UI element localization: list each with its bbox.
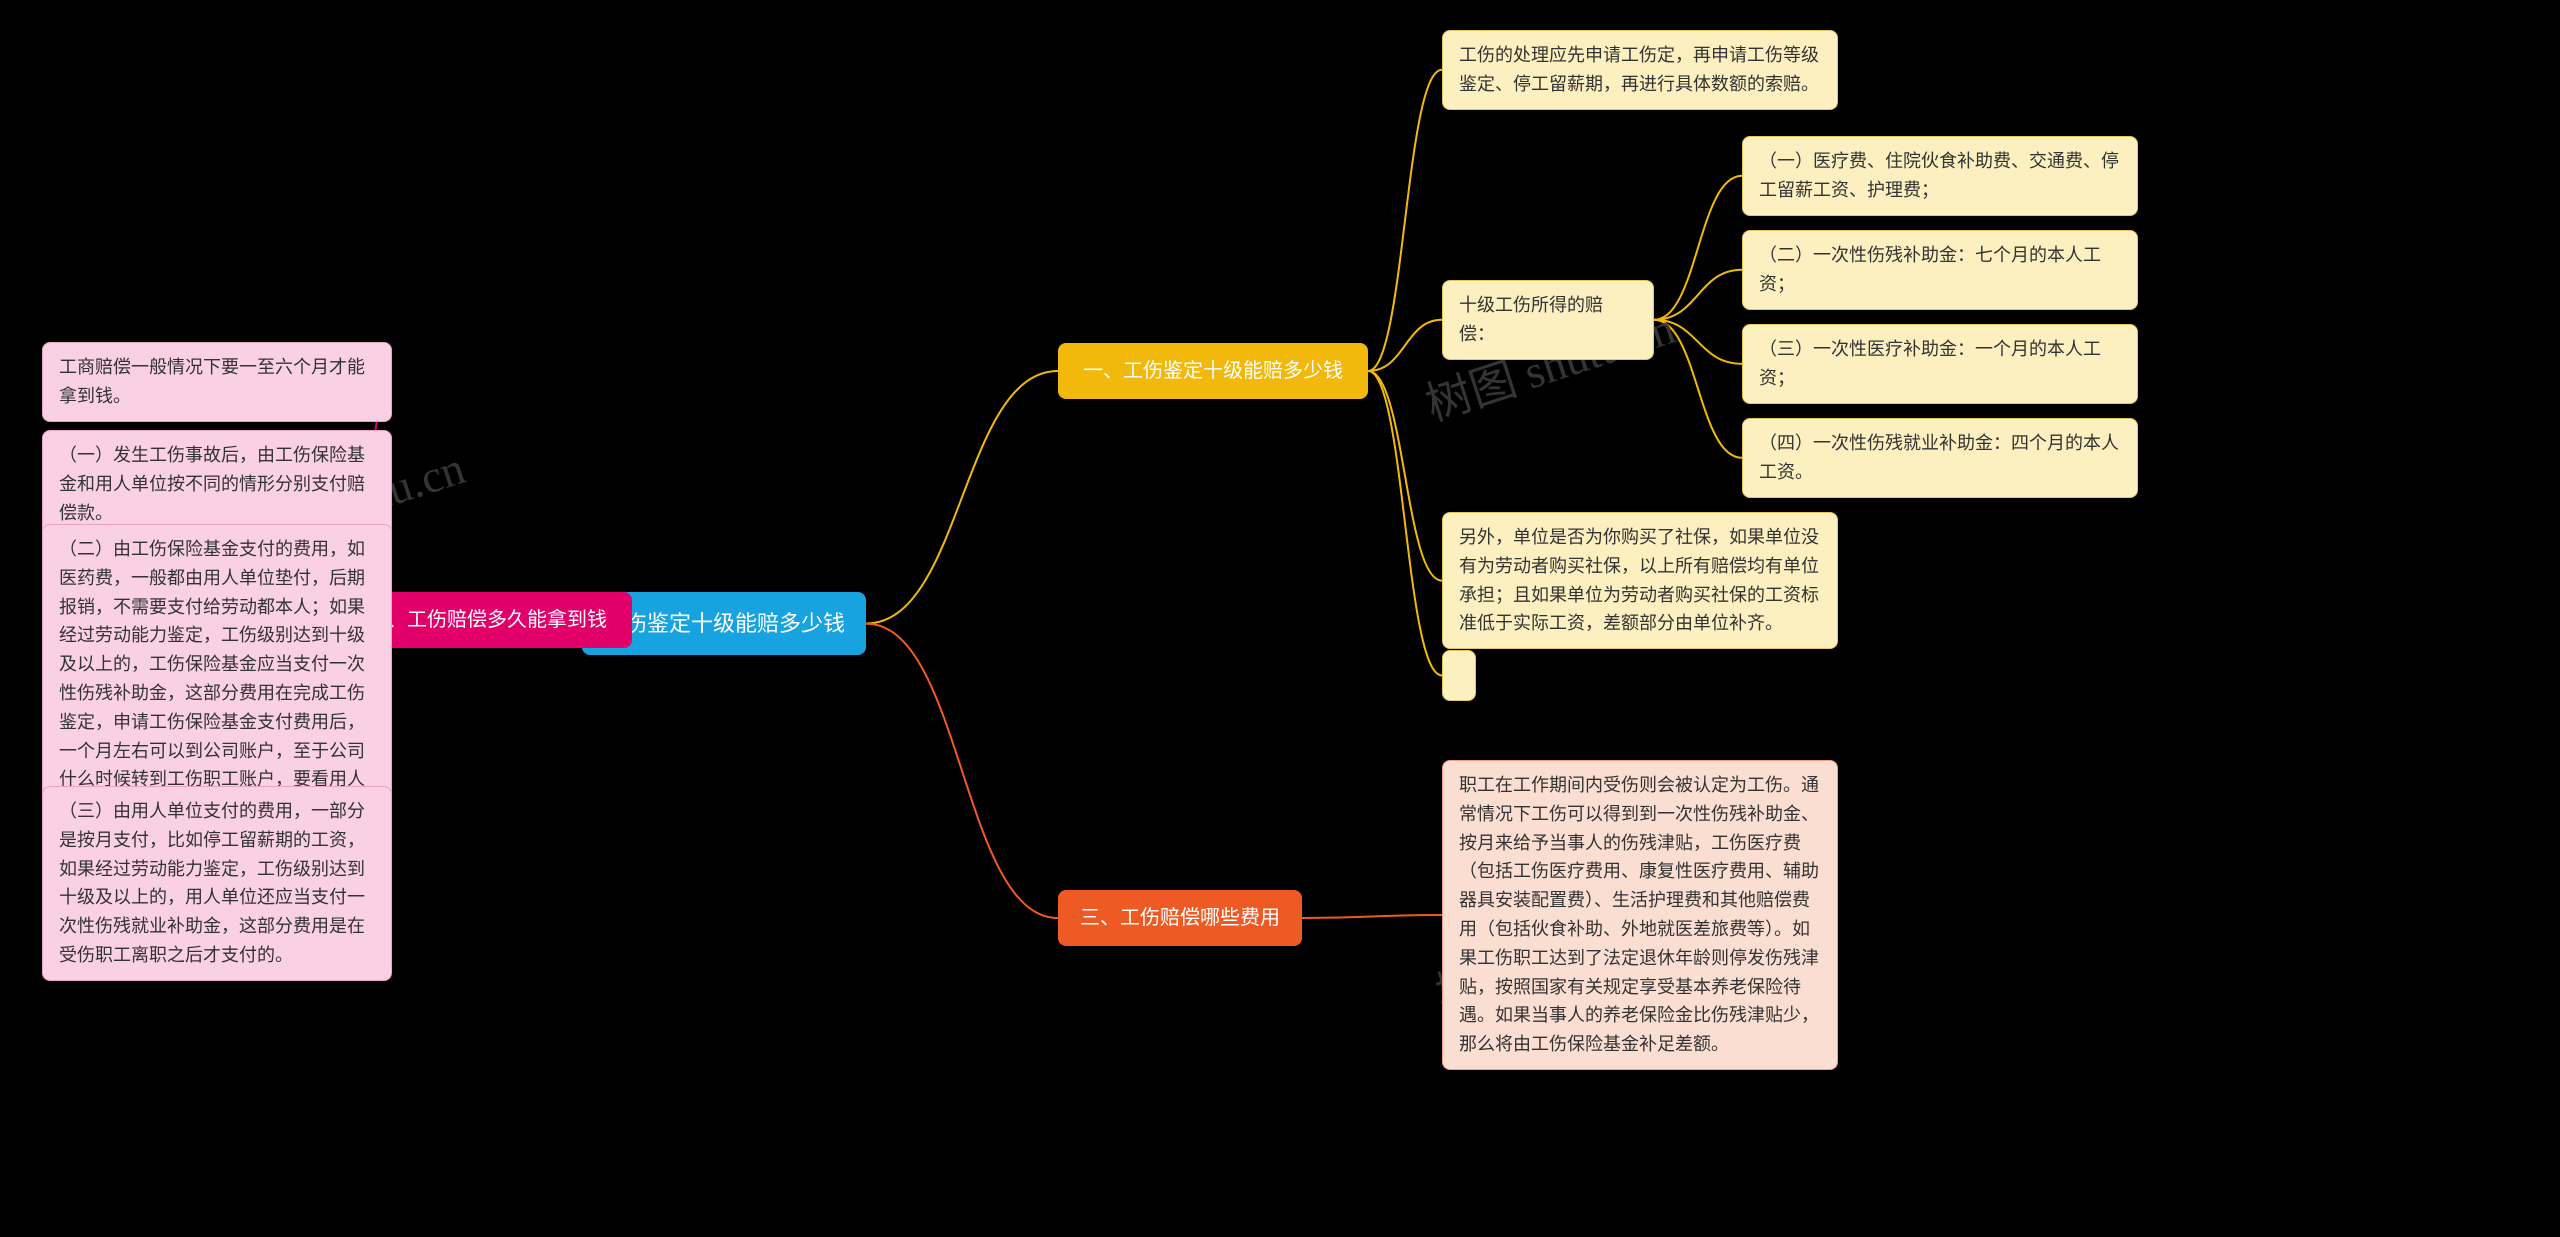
- branch-1-child-2d[interactable]: （四）一次性伤残就业补助金：四个月的本人工资。: [1742, 418, 2138, 498]
- branch-3-child-1[interactable]: 职工在工作期间内受伤则会被认定为工伤。通常情况下工伤可以得到到一次性伤残补助金、…: [1442, 760, 1838, 1070]
- branch-1-child-2b[interactable]: （二）一次性伤残补助金：七个月的本人工资；: [1742, 230, 2138, 310]
- branch-1-child-1[interactable]: 工伤的处理应先申请工伤定，再申请工伤等级鉴定、停工留薪期，再进行具体数额的索赔。: [1442, 30, 1838, 110]
- branch-2-child-1[interactable]: 工商赔偿一般情况下要一至六个月才能拿到钱。: [42, 342, 392, 422]
- branch-1[interactable]: 一、工伤鉴定十级能赔多少钱: [1058, 343, 1368, 399]
- branch-3[interactable]: 三、工伤赔偿哪些费用: [1058, 890, 1302, 946]
- branch-1-child-2[interactable]: 十级工伤所得的赔偿：: [1442, 280, 1654, 360]
- branch-1-child-4[interactable]: [1442, 650, 1476, 701]
- branch-1-child-2a[interactable]: （一）医疗费、住院伙食补助费、交通费、停工留薪工资、护理费；: [1742, 136, 2138, 216]
- branch-1-child-3[interactable]: 另外，单位是否为你购买了社保，如果单位没有为劳动者购买社保，以上所有赔偿均有单位…: [1442, 512, 1838, 649]
- branch-2-child-2[interactable]: （一）发生工伤事故后，由工伤保险基金和用人单位按不同的情形分别支付赔偿款。: [42, 430, 392, 538]
- branch-2-child-4[interactable]: （三）由用人单位支付的费用，一部分是按月支付，比如停工留薪期的工资，如果经过劳动…: [42, 786, 392, 981]
- branch-1-child-2c[interactable]: （三）一次性医疗补助金：一个月的本人工资；: [1742, 324, 2138, 404]
